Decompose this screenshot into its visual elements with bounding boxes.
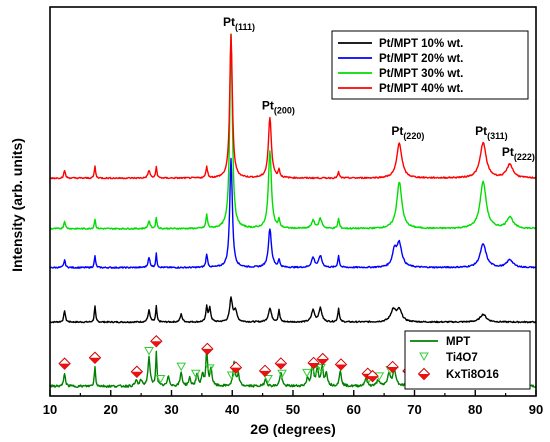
kxti8o16-marker-2 — [88, 351, 102, 364]
kxti8o16-marker-9 — [307, 356, 320, 370]
x-tick-label-80: 80 — [468, 402, 482, 417]
legend-top-label-3: Pt/MPT 30% wt. — [379, 68, 463, 80]
x-tick-label-40: 40 — [225, 402, 239, 417]
ti4o7-marker-2 — [155, 375, 166, 384]
x-tick-label-60: 60 — [347, 402, 361, 417]
legend-top-label-4: Pt/MPT 40% wt. — [379, 83, 463, 95]
ti4o7-marker-7 — [263, 374, 273, 384]
x-tick-label-10: 10 — [43, 402, 57, 417]
legend-top: Pt/MPT 10% wt. Pt/MPT 20% wt. Pt/MPT 30% w… — [331, 30, 529, 100]
x-axis: 10 20 30 40 50 60 70 80 90 — [43, 390, 543, 417]
kxti8o16-marker-4 — [150, 335, 163, 348]
legend-bottom-swatch-3 — [417, 367, 431, 381]
peak-label-3: Pt(220) — [391, 124, 424, 141]
legend-bottom: MPT Ti4O7 KxTi8O16 — [404, 330, 531, 390]
kxti8o16-marker-11 — [334, 358, 348, 371]
ti4o7-marker-8 — [277, 369, 287, 379]
ti4o7-marker-1 — [144, 346, 154, 356]
legend-top-label-2: Pt/MPT 20% wt. — [379, 53, 463, 65]
ti4o7-marker-4 — [190, 369, 201, 379]
kxti8o16-marker-1 — [58, 357, 71, 370]
ti4o7-marker-6 — [226, 371, 237, 381]
ti4o7-marker-3 — [176, 362, 187, 372]
y-axis-title: Intensity (arb. units) — [9, 138, 25, 272]
peak-label-2: Pt(200) — [262, 99, 295, 116]
legend-bottom-label-1: MPT — [446, 336, 470, 348]
legend-bottom-label-3: KxTi8O16 — [446, 369, 499, 381]
ti4o7-marker-9 — [302, 368, 312, 378]
peak-label-1: Pt(111) — [223, 15, 255, 32]
kxti8o16-marker-6 — [229, 361, 243, 374]
kxti8o16-marker-7 — [258, 364, 272, 378]
kxti8o16-marker-14 — [386, 360, 399, 374]
peak-label-5: Pt(222) — [502, 145, 535, 162]
series-line-2 — [49, 157, 537, 269]
x-tick-label-90: 90 — [529, 402, 543, 417]
x-axis-title: 2Θ (degrees) — [250, 421, 336, 437]
series-line-3 — [49, 33, 537, 230]
series-layer — [49, 33, 537, 389]
kxti8o16-marker-10 — [316, 352, 329, 366]
ti4o7-marker-10 — [310, 367, 321, 376]
x-tick-label-50: 50 — [286, 402, 300, 417]
x-tick-label-20: 20 — [104, 402, 118, 417]
peak-labels: Pt(111) Pt(200) Pt(220) Pt(311) Pt(222) — [223, 15, 535, 162]
series-line-1 — [49, 296, 537, 324]
legend-top-label-1: Pt/MPT 10% wt. — [379, 38, 463, 50]
series-line-4 — [49, 33, 537, 180]
ti4o7-marker-11 — [316, 363, 326, 373]
ti4o7-marker-5 — [204, 364, 215, 373]
x-tick-label-70: 70 — [407, 402, 421, 417]
peak-label-4: Pt(311) — [475, 124, 508, 141]
kxti8o16-marker-13 — [366, 369, 379, 383]
legend-bottom-swatch-2 — [419, 352, 429, 362]
legend-bottom-label-2: Ti4O7 — [446, 352, 478, 364]
kxti8o16-marker-3 — [130, 365, 144, 378]
kxti8o16-marker-8 — [274, 357, 288, 370]
kxti8o16-marker-5 — [201, 342, 214, 356]
x-tick-label-30: 30 — [164, 402, 178, 417]
